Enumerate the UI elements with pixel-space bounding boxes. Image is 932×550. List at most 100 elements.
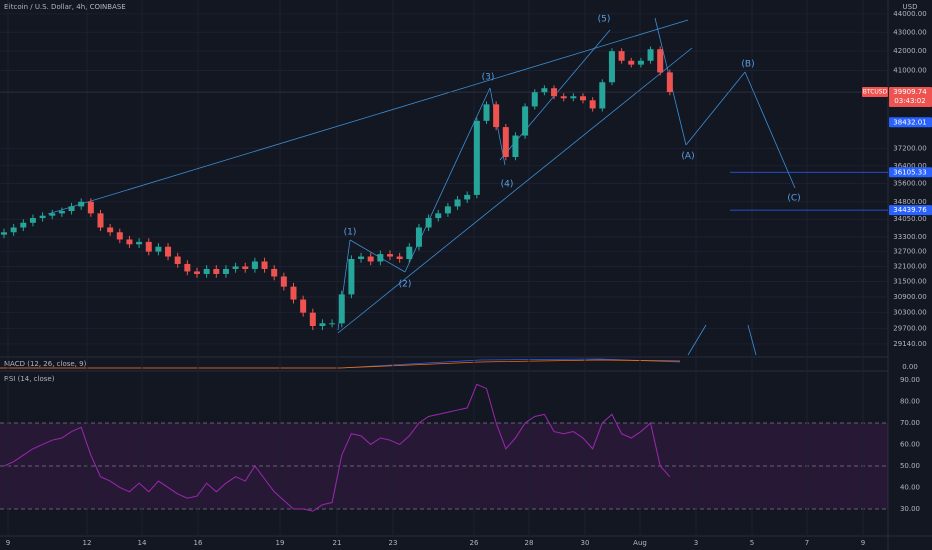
candle-body [107,227,114,233]
price-tick-label: 32700.00 [893,248,926,256]
wave-label: (A) [681,152,694,162]
candle-body [396,256,403,259]
price-tick-label: 31500.00 [893,278,926,286]
candle-body [589,100,596,109]
candle-body [483,104,490,121]
candle-body [637,60,644,65]
candle-body [628,60,635,65]
time-label: 5 [750,539,754,547]
price-tick-label: 33300.00 [893,233,926,241]
price-tag: 34439.76 [893,206,927,214]
candle-body [87,201,94,214]
candle-body [29,218,36,223]
time-label: 9 [861,539,865,547]
candle-body [560,96,567,99]
price-tick-label: 30900.00 [893,293,926,301]
candle-body [251,261,258,269]
macd-signal [0,359,681,369]
candle-body [261,261,268,269]
candle-body [435,213,442,219]
candle-body [580,96,586,101]
time-label: 26 [470,539,479,547]
candle-body [213,268,220,274]
candle-body [358,256,365,259]
candle-body [541,88,548,93]
price-tick-label: 41000.00 [893,66,926,74]
wave-label: (1) [344,228,357,238]
price-tick-label: 29140.00 [893,340,926,348]
trend-line [687,324,707,356]
macd-title: MACD (12, 26, close, 9) [4,360,87,368]
candle-body [464,194,471,200]
candle-body [657,49,664,73]
candle-body [329,323,336,325]
price-tick-label: 42000.00 [893,47,926,55]
candle-body [126,239,133,245]
price-tick-label: 37200.00 [893,144,926,152]
candle-body [280,276,287,287]
rsi-tick-label: 90.00 [900,376,920,384]
candle-body [425,218,432,228]
rsi-tick-label: 60.00 [900,440,920,448]
last-price-tag: 03:43:02 [894,97,925,105]
symbol-tag: BTCUSD [863,89,888,96]
candle-body [184,263,191,272]
candle-body [348,258,355,295]
candle-body [531,92,538,107]
candle-body [174,256,181,264]
candle-body [599,82,606,109]
rsi-title: RSI (14, close) [4,375,55,383]
candle-body [203,268,210,274]
candle-body [222,268,229,274]
time-label: 16 [194,539,203,547]
wave-label: (B) [741,60,754,70]
time-label: 23 [389,539,398,547]
price-tag: 38432.01 [893,118,926,126]
candle-body [608,51,615,83]
candle-body [116,232,123,240]
candle-body [493,104,500,128]
price-tick-label: 43000.00 [893,28,926,36]
price-tick-label: 36400.00 [893,162,926,170]
price-tick-label: 30300.00 [893,309,926,317]
candle-body [78,201,85,207]
price-tick-label: 34800.00 [893,198,926,206]
candle-body [502,127,509,158]
candle-body [377,254,384,262]
time-label: 7 [805,539,809,547]
candle-body [319,323,326,326]
candle-body [20,222,27,228]
rsi-tick-label: 80.00 [900,397,920,405]
price-tick-label: 29700.00 [893,325,926,333]
candle-body [647,49,654,61]
currency: USD [903,3,918,11]
rsi-line [3,383,671,512]
price-tick-label: 32100.00 [893,262,926,270]
candle-body [10,227,17,233]
rsi-tick-label: 30.00 [900,505,920,513]
candle-body [271,268,278,277]
candle-body [473,120,480,195]
time-label: 19 [276,539,285,547]
rsi-tick-label: 40.00 [900,483,920,491]
candle-body [232,266,239,269]
candle-body [165,246,172,257]
rsi-tick-label: 70.00 [900,419,920,427]
candle-body [444,206,451,214]
candle-body [570,96,577,99]
symbol-title: Bitcoin / U.S. Dollar, 4h, COINBASE [4,3,126,11]
symbol-tag-bg [862,87,888,98]
candle-body [454,199,461,207]
time-label: 21 [333,539,342,547]
candle-body [387,254,393,257]
price-tick-label: 44000.00 [893,10,926,18]
time-label: 28 [525,539,534,547]
price-tag: 36105.33 [893,168,926,176]
candle-body [194,271,200,274]
candle-body [58,211,65,214]
candle-body [97,213,104,228]
time-label: 14 [138,539,147,547]
price-tag-bg [889,117,932,128]
